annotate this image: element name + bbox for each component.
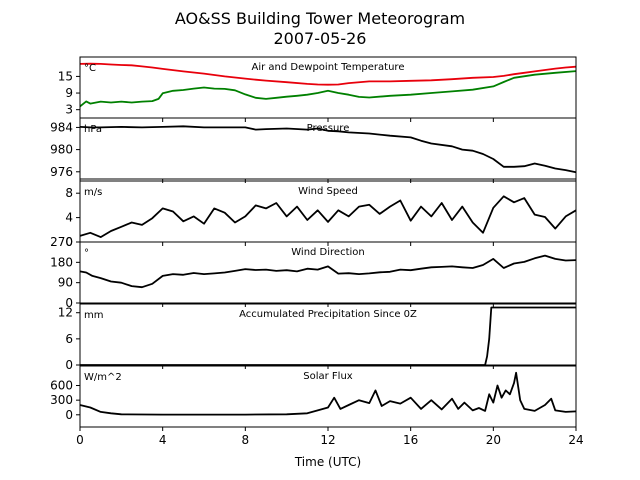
pressure-ytick-label: 984	[50, 120, 73, 134]
temperature-panel: 3 9 15 °C Air and Dewpoint Temperature	[58, 56, 577, 122]
wind-speed-unit-label: m/s	[84, 187, 102, 198]
wind-speed-panel: 0 4 8 m/s Wind Speed	[65, 180, 577, 249]
precipitation-unit-label: mm	[84, 310, 103, 321]
wind-direction-ytick-label: 270	[50, 235, 73, 249]
precipitation-ytick-label: 0	[65, 358, 73, 372]
solar-flux-ytick-label: 0	[65, 408, 73, 422]
temperature-series-2-line	[79, 70, 577, 108]
wind-speed-title: Wind Speed	[298, 186, 358, 197]
wind-direction-panel: 0 90 180 270 ° Wind Direction	[50, 235, 577, 310]
solar-flux-title: Solar Flux	[303, 371, 353, 382]
x-tick-label: 20	[486, 433, 501, 447]
panels-group: 3 9 15 °C Air and Dewpoint Temperature 976 980…	[50, 56, 577, 431]
precipitation-panel: 0 6 12 mm Accumulated Precipitation Since 0Z	[58, 303, 577, 372]
temperature-ytick-label: 3	[65, 103, 73, 117]
x-axis: 0 4 8 12 16 20 24	[76, 433, 583, 447]
wind-direction-title: Wind Direction	[291, 247, 365, 258]
x-tick-label: 16	[403, 433, 418, 447]
figure-title-line2: 2007-05-26	[274, 29, 367, 48]
wind-speed-ytick-label: 8	[65, 186, 73, 200]
wind-direction-ytick-label: 0	[65, 296, 73, 310]
x-tick-label: 24	[568, 433, 583, 447]
wind-direction-series-1-line	[79, 254, 577, 289]
temperature-title: Air and Dewpoint Temperature	[252, 62, 405, 73]
wind-speed-series-1-line	[79, 195, 577, 238]
x-axis-label: Time (UTC)	[294, 455, 361, 469]
temperature-series-1-line	[79, 62, 577, 86]
precipitation-ytick-label: 12	[58, 306, 73, 320]
pressure-unit-label: hPa	[84, 124, 102, 135]
wind-speed-ytick-label: 0	[65, 235, 73, 249]
figure-title-line1: AO&SS Building Tower Meteorogram	[175, 9, 465, 28]
pressure-panel: 976 980 984 hPa Pressure	[50, 117, 577, 183]
pressure-ytick-label: 980	[50, 143, 73, 157]
solar-flux-ytick-label: 300	[50, 393, 73, 407]
x-tick-label: 8	[242, 433, 250, 447]
solar-flux-unit-label: W/m^2	[84, 372, 122, 383]
temperature-ytick-label: 15	[58, 69, 73, 83]
solar-flux-ytick-label: 600	[50, 379, 73, 393]
x-tick-label: 4	[159, 433, 167, 447]
pressure-title: Pressure	[307, 123, 350, 134]
x-tick-label: 12	[320, 433, 335, 447]
wind-speed-ytick-label: 4	[65, 211, 73, 225]
precipitation-ytick-label: 6	[65, 332, 73, 346]
wind-direction-ytick-label: 180	[50, 255, 73, 269]
solar-flux-series-1-line	[79, 371, 577, 416]
pressure-series-1-line	[79, 125, 577, 174]
temperature-unit-label: °C	[84, 63, 96, 74]
pressure-ytick-label: 976	[50, 165, 73, 179]
x-tick-label: 0	[76, 433, 84, 447]
temperature-ytick-label: 9	[65, 86, 73, 100]
wind-direction-ytick-label: 90	[58, 276, 73, 290]
wind-direction-unit-label: °	[84, 248, 89, 259]
precipitation-title: Accumulated Precipitation Since 0Z	[239, 309, 417, 320]
